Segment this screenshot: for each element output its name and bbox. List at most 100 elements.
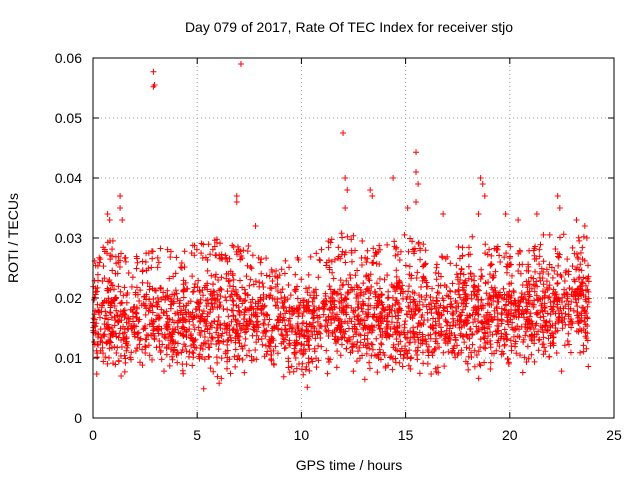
data-point <box>281 336 288 343</box>
data-point <box>505 308 512 315</box>
data-point <box>118 250 125 257</box>
data-point <box>119 217 126 223</box>
data-point <box>410 324 417 331</box>
data-point <box>381 276 388 283</box>
data-point <box>133 253 140 260</box>
data-point <box>252 223 259 229</box>
data-point <box>249 296 256 303</box>
data-point <box>487 337 494 344</box>
data-point <box>322 316 329 323</box>
data-point <box>229 297 236 304</box>
data-point <box>562 310 569 317</box>
data-point <box>581 307 588 314</box>
data-point <box>191 326 198 333</box>
data-point <box>298 347 305 354</box>
data-point <box>454 342 461 349</box>
data-point <box>402 262 409 269</box>
data-point <box>90 315 97 322</box>
data-point <box>531 340 538 347</box>
data-point <box>156 338 163 345</box>
data-point <box>432 318 439 325</box>
data-point <box>476 361 483 368</box>
data-point <box>287 292 294 299</box>
data-point <box>114 318 121 325</box>
data-point <box>397 290 404 297</box>
data-point <box>388 353 395 360</box>
y-axis-title: ROTI / TECUs <box>5 193 21 283</box>
data-point <box>543 278 550 285</box>
data-point <box>410 328 417 335</box>
data-point <box>105 278 112 285</box>
data-point <box>351 314 358 321</box>
data-point <box>457 276 464 283</box>
data-point <box>282 257 289 264</box>
data-point <box>272 343 279 350</box>
data-point <box>465 263 472 270</box>
data-point <box>530 304 537 311</box>
data-point <box>223 322 230 329</box>
data-point <box>406 263 413 270</box>
data-point <box>193 246 200 253</box>
data-point <box>286 369 293 376</box>
data-point <box>367 302 374 309</box>
data-point <box>434 364 441 371</box>
data-point <box>236 308 243 315</box>
data-point <box>551 267 558 274</box>
data-point <box>473 352 480 359</box>
data-point <box>429 285 436 292</box>
data-point <box>506 288 513 295</box>
data-point <box>503 269 510 276</box>
data-point <box>414 347 421 354</box>
data-point <box>222 294 229 301</box>
data-point <box>244 322 251 329</box>
data-point <box>502 331 509 338</box>
data-point <box>508 347 515 354</box>
data-point <box>482 280 489 287</box>
data-point <box>93 288 100 295</box>
data-point <box>494 328 501 335</box>
data-point <box>105 295 112 302</box>
data-point <box>414 334 421 341</box>
data-point <box>244 291 251 298</box>
data-point <box>368 283 375 290</box>
data-point <box>266 294 273 301</box>
data-point <box>445 348 452 355</box>
data-point <box>553 350 560 357</box>
data-point <box>322 327 329 334</box>
data-point <box>496 252 503 259</box>
data-point <box>244 262 251 269</box>
data-point <box>361 332 368 339</box>
data-point <box>230 276 237 283</box>
data-point <box>325 244 332 251</box>
data-point <box>121 329 128 336</box>
data-point <box>228 318 235 325</box>
data-point <box>539 341 546 348</box>
data-point <box>271 296 278 303</box>
data-point <box>488 284 495 291</box>
data-point <box>465 314 472 321</box>
data-point <box>278 326 285 333</box>
data-point <box>338 320 345 327</box>
data-point <box>125 270 132 277</box>
data-point <box>289 311 296 318</box>
data-point <box>173 351 180 358</box>
data-point <box>583 334 590 341</box>
data-point <box>323 347 330 354</box>
data-point <box>163 325 170 332</box>
data-point <box>201 328 208 335</box>
data-point <box>306 284 313 291</box>
data-point <box>369 341 376 348</box>
data-point <box>352 272 359 279</box>
data-point <box>254 305 261 312</box>
data-point <box>150 68 157 75</box>
data-point <box>155 259 162 266</box>
data-point <box>453 271 460 278</box>
data-point <box>149 255 156 262</box>
data-point <box>335 244 342 251</box>
data-point <box>226 277 233 284</box>
data-point <box>337 352 344 359</box>
data-point <box>298 341 305 348</box>
data-point <box>410 312 417 319</box>
data-point <box>249 252 256 259</box>
data-point <box>580 274 587 281</box>
